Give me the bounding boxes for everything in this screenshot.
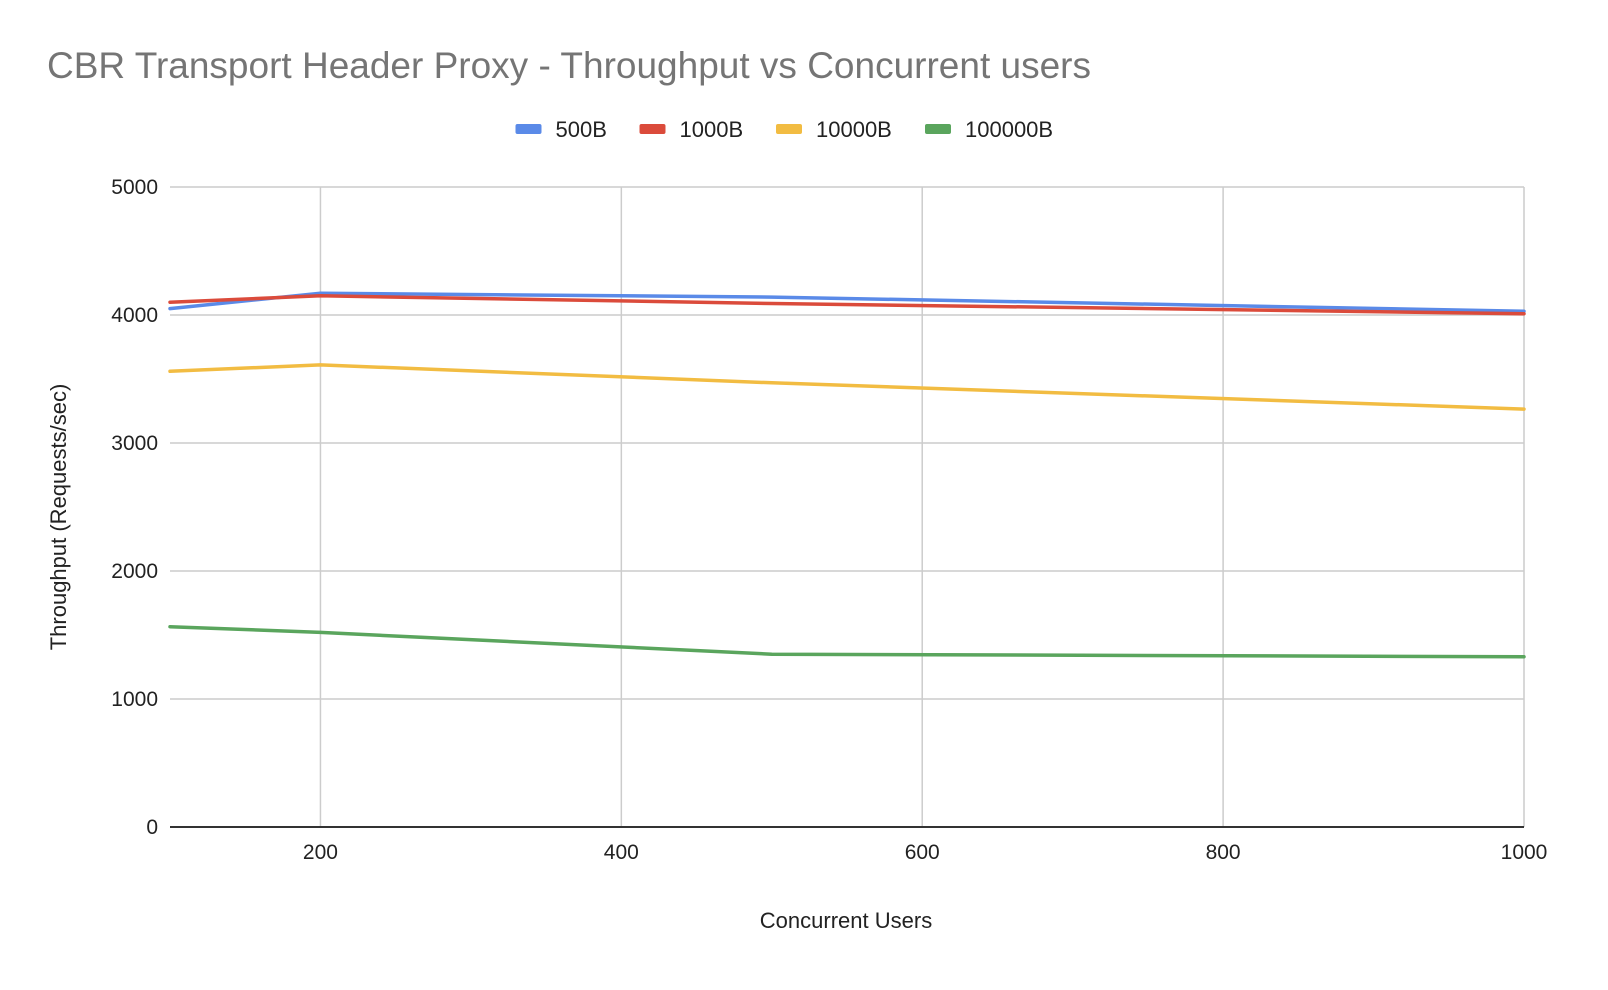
legend-swatch-100000B xyxy=(925,124,951,134)
series-line-10000B xyxy=(168,363,1526,411)
y-tick-label: 1000 xyxy=(111,688,158,711)
x-tick-label: 800 xyxy=(1206,841,1241,864)
series-lines xyxy=(168,291,1526,659)
series-line-1000B xyxy=(168,294,1526,316)
series-line-500B xyxy=(168,291,1526,313)
y-tick-label: 0 xyxy=(146,816,158,839)
y-tick-label: 4000 xyxy=(111,304,158,327)
y-axis-ticks: 0 1000 2000 3000 4000 5000 xyxy=(111,176,158,839)
x-axis-label: Concurrent Users xyxy=(760,908,932,933)
legend-label-10000B: 10000B xyxy=(816,117,892,142)
gridlines xyxy=(170,186,1525,828)
legend-swatch-1000B xyxy=(639,124,666,134)
legend-label-1000B: 1000B xyxy=(680,117,744,142)
y-axis-label: Throughput (Requests/sec) xyxy=(46,384,71,651)
chart-title: CBR Transport Header Proxy - Throughput … xyxy=(47,45,1091,86)
x-tick-label: 600 xyxy=(905,841,940,864)
legend-swatch-10000B xyxy=(776,124,802,134)
legend-label-100000B: 100000B xyxy=(965,117,1053,142)
y-tick-label: 3000 xyxy=(111,432,158,455)
series-line-100000B xyxy=(168,624,1526,659)
legend-label-500B: 500B xyxy=(556,117,607,142)
x-tick-label: 400 xyxy=(604,841,639,864)
y-tick-label: 2000 xyxy=(111,560,158,583)
x-axis-ticks: 200 400 600 800 1000 xyxy=(303,841,1547,864)
x-tick-label: 1000 xyxy=(1501,841,1548,864)
y-tick-label: 5000 xyxy=(111,176,158,199)
x-tick-label: 200 xyxy=(303,841,338,864)
legend: 500B 1000B 10000B 100000B xyxy=(515,117,1053,142)
legend-swatch-500B xyxy=(515,124,542,134)
